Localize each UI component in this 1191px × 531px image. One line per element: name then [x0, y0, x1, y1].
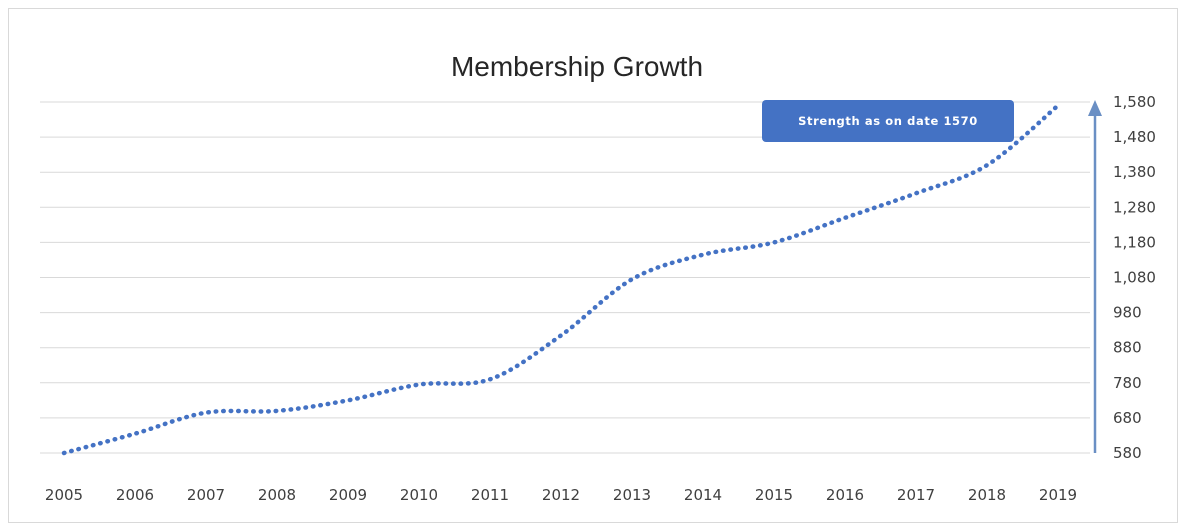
callout-box: [762, 100, 1014, 142]
chart-frame: Membership Growth: [8, 8, 1178, 523]
y-tick-label: 880: [1113, 339, 1142, 357]
y-tick-label: 680: [1113, 409, 1142, 427]
series-layer: [61, 103, 1061, 456]
y-tick-label: 1,480: [1113, 128, 1156, 146]
y-tick-label: 980: [1113, 304, 1142, 322]
y-axis-arrowhead: [1088, 100, 1102, 116]
y-axis-tick-labels: 1,580 1,480 1,380 1,280 1,180 1,080 980 880 780 6…: [1113, 93, 1156, 462]
x-tick-label: 2016: [826, 486, 864, 504]
x-tick-label: 2015: [755, 486, 793, 504]
y-tick-label: 780: [1113, 374, 1142, 392]
x-axis-tick-labels: 2005 2006 2007 2008 2009 2010 2011 2012 2013 2014…: [45, 486, 1077, 504]
x-tick-label: 2006: [116, 486, 154, 504]
callout-annotation: Strength as on date 1570: [762, 100, 1014, 142]
y-tick-label: 1,580: [1113, 93, 1156, 111]
x-tick-label: 2007: [187, 486, 225, 504]
y-tick-label: 1,180: [1113, 233, 1156, 251]
y-tick-label: 1,280: [1113, 198, 1156, 216]
x-tick-label: 2009: [329, 486, 367, 504]
y-tick-label: 580: [1113, 444, 1142, 462]
y-axis: [1088, 100, 1102, 453]
gridlines: [40, 101, 1090, 454]
x-tick-label: 2008: [258, 486, 296, 504]
series-line: [61, 103, 1061, 456]
x-tick-label: 2017: [897, 486, 935, 504]
x-tick-label: 2018: [968, 486, 1006, 504]
x-tick-label: 2010: [400, 486, 438, 504]
x-tick-label: 2011: [471, 486, 509, 504]
x-tick-label: 2013: [613, 486, 651, 504]
y-tick-label: 1,080: [1113, 269, 1156, 287]
x-tick-label: 2005: [45, 486, 83, 504]
chart-title: Membership Growth: [450, 51, 704, 82]
callout-label: Strength as on date 1570: [798, 114, 978, 128]
x-tick-label: 2014: [684, 486, 722, 504]
y-tick-label: 1,380: [1113, 163, 1156, 181]
x-tick-label: 2019: [1039, 486, 1077, 504]
x-tick-label: 2012: [542, 486, 580, 504]
